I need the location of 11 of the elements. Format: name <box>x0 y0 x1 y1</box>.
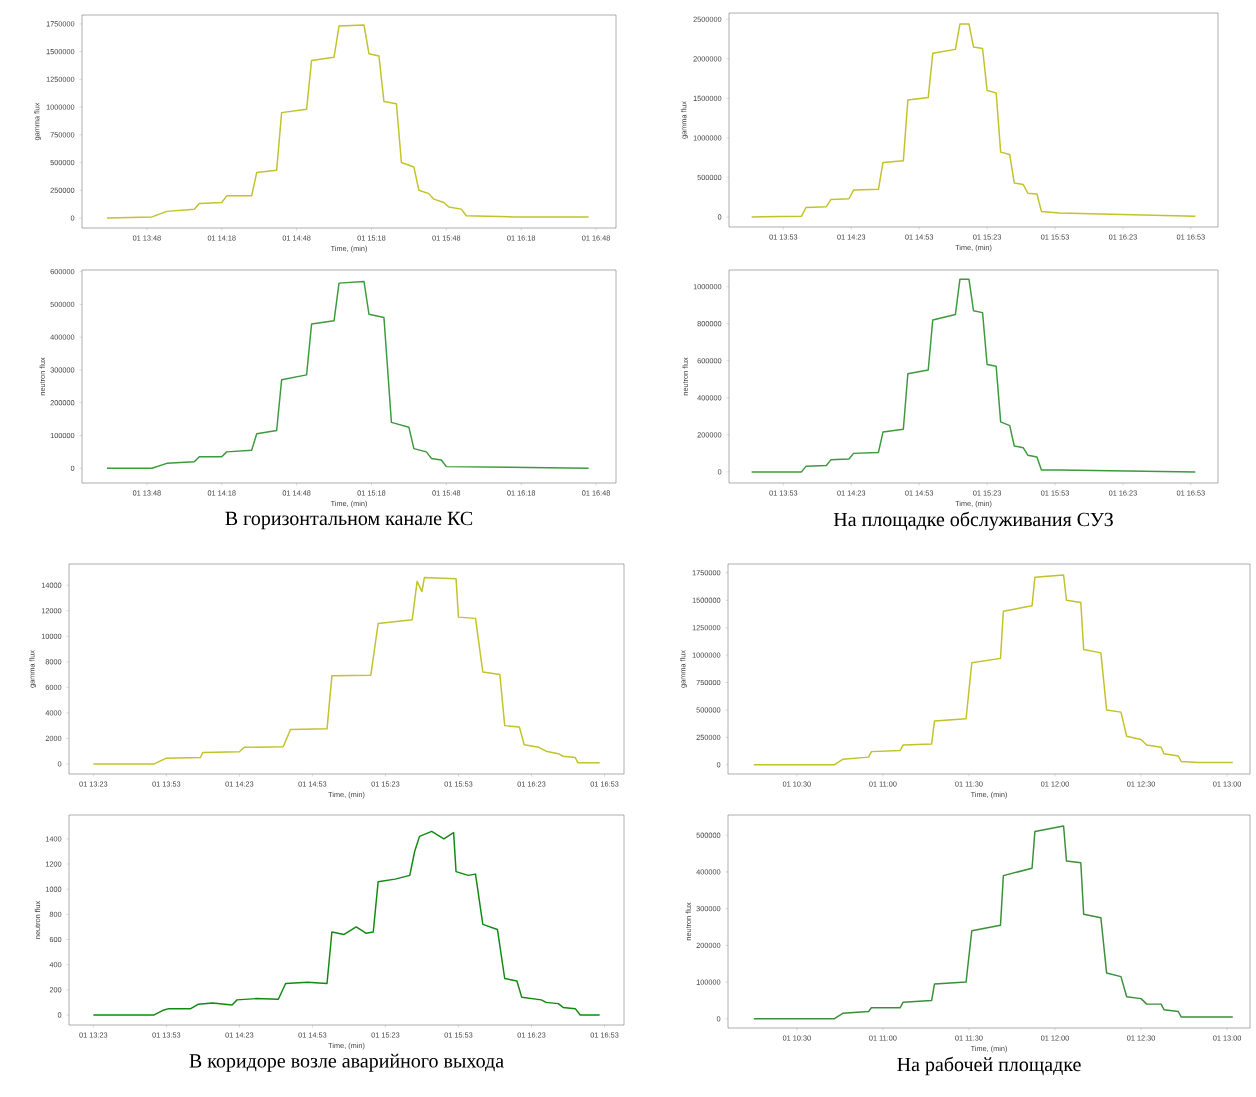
line-series <box>92 830 601 1016</box>
line-series <box>106 24 590 219</box>
line-series <box>753 574 1234 766</box>
line-series <box>106 280 590 469</box>
text: На рабочей площадке <box>897 1056 1081 1076</box>
line-series <box>750 278 1197 473</box>
text: На площадке обслуживания СУЗ <box>833 511 1113 531</box>
text: В горизонтальном канале КС <box>225 511 473 530</box>
line-series <box>750 23 1197 218</box>
text: В коридоре возле аварийного выхода <box>189 1053 504 1072</box>
line-series <box>92 576 601 765</box>
